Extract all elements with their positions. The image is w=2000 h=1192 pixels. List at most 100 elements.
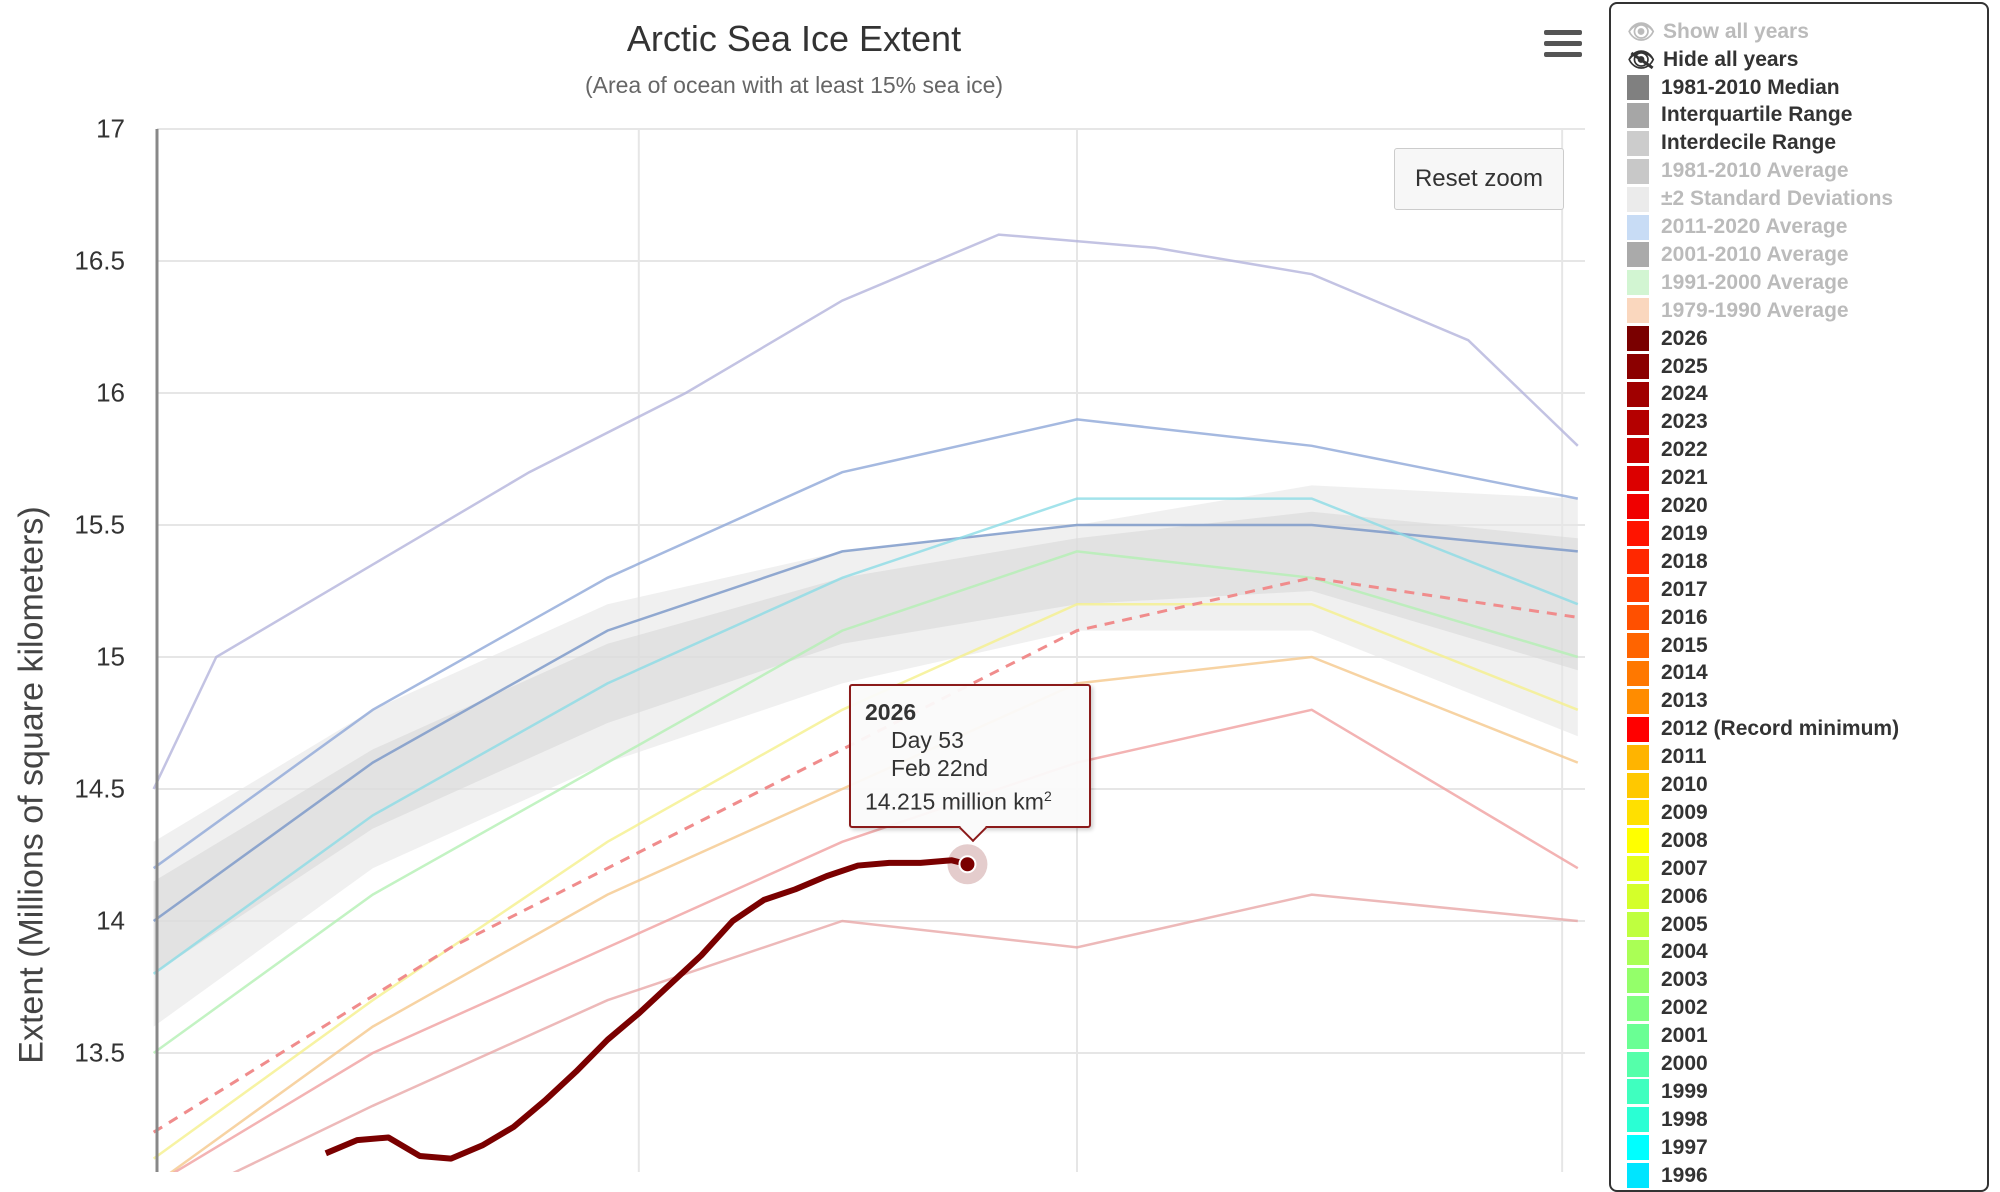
legend-item[interactable]: 1991-2000 Average <box>1627 269 1849 296</box>
legend-label: 2001-2010 Average <box>1661 242 1849 266</box>
legend-item[interactable]: 2015 <box>1627 632 1708 659</box>
legend-label: 1991-2000 Average <box>1661 270 1849 294</box>
legend-label: 2018 <box>1661 549 1708 573</box>
year-series-line <box>172 708 1579 1172</box>
legend-swatch <box>1627 130 1649 156</box>
y-tick-label: 16 <box>96 377 125 408</box>
legend-item[interactable]: 1997 <box>1627 1134 1708 1161</box>
legend-item[interactable]: 1981-2010 Average <box>1627 158 1849 185</box>
legend-label: 1997 <box>1661 1135 1708 1159</box>
legend-item[interactable]: 2024 <box>1627 381 1708 408</box>
legend-label: 2017 <box>1661 577 1708 601</box>
legend-item[interactable]: 1981-2010 Median <box>1627 74 1840 101</box>
legend-swatch <box>1627 912 1649 937</box>
legend-item[interactable]: 2000 <box>1627 1051 1708 1078</box>
legend-label: 1979-1990 Average <box>1661 298 1849 322</box>
legend-swatch <box>1627 828 1649 854</box>
legend-swatch <box>1627 158 1649 184</box>
legend-item[interactable]: 2011 <box>1627 744 1707 771</box>
legend-label: 2015 <box>1661 633 1708 657</box>
legend-label: 2019 <box>1661 521 1708 545</box>
legend-item[interactable]: 2006 <box>1627 883 1708 910</box>
legend-label: 2002 <box>1661 996 1708 1020</box>
legend-item[interactable]: 1996 <box>1627 1162 1708 1189</box>
tooltip-day: Day 53 <box>891 727 964 753</box>
legend-item[interactable]: 1999 <box>1627 1078 1708 1105</box>
legend-swatch <box>1627 409 1649 435</box>
legend-item[interactable]: 2021 <box>1627 465 1708 492</box>
legend-item[interactable]: 2013 <box>1627 688 1708 715</box>
legend-item[interactable]: 2010 <box>1627 772 1708 799</box>
legend-swatch <box>1627 270 1649 296</box>
legend-label: 2024 <box>1661 382 1708 406</box>
legend-item[interactable]: 2016 <box>1627 604 1708 631</box>
eye-icon: 👁 <box>1627 18 1655 44</box>
hamburger-menu-icon[interactable] <box>1544 30 1582 62</box>
tooltip-year: 2026 <box>865 699 917 725</box>
range-band <box>153 485 1578 1027</box>
tooltip: 2026 Day 53 Feb 22nd 14.215 million km2 <box>849 684 1091 828</box>
legend-item[interactable]: ±2 Standard Deviations <box>1627 186 1893 213</box>
legend-label: 2001 <box>1661 1024 1708 1048</box>
chart-plot-area[interactable] <box>0 0 1600 1172</box>
legend-swatch <box>1627 939 1649 965</box>
data-point-marker <box>958 855 977 874</box>
year-series-line <box>169 655 1579 1172</box>
legend-swatch <box>1627 102 1649 128</box>
legend-item[interactable]: 1998 <box>1627 1106 1708 1133</box>
legend-label: 2025 <box>1661 354 1708 378</box>
legend-item[interactable]: Interquartile Range <box>1627 102 1852 129</box>
legend-item[interactable]: 2001-2010 Average <box>1627 241 1849 268</box>
legend: 👁 Show all years 👁 Hide all years 1981-2… <box>1609 2 1989 1192</box>
y-tick-label: 17 <box>96 113 125 144</box>
legend-item[interactable]: 2017 <box>1627 576 1708 603</box>
year-series-line <box>152 523 1578 923</box>
legend-item[interactable]: 2009 <box>1627 799 1708 826</box>
legend-label: ±2 Standard Deviations <box>1661 187 1894 211</box>
legend-item[interactable]: 2001 <box>1627 1023 1708 1050</box>
legend-swatch <box>1627 1107 1649 1133</box>
legend-item[interactable]: 2019 <box>1627 520 1708 547</box>
legend-item[interactable]: 2012 (Record minimum) <box>1627 716 1899 743</box>
legend-label: 2006 <box>1661 884 1708 908</box>
legend-label: 2022 <box>1661 438 1708 462</box>
legend-swatch <box>1627 688 1649 714</box>
legend-label: 2014 <box>1661 661 1708 685</box>
legend-item[interactable]: 2005 <box>1627 911 1708 938</box>
legend-label: Interquartile Range <box>1661 103 1853 127</box>
y-tick-label: 15.5 <box>74 509 125 540</box>
show-all-years-button[interactable]: 👁 Show all years <box>1627 18 1809 45</box>
year-series-line <box>152 497 1579 975</box>
legend-label: Interdecile Range <box>1661 131 1837 155</box>
legend-swatch <box>1627 577 1649 603</box>
legend-label: 2000 <box>1661 1052 1708 1075</box>
legend-item[interactable]: 2025 <box>1627 353 1708 380</box>
record-minimum-line <box>152 576 1579 1134</box>
legend-item[interactable]: 2020 <box>1627 493 1708 520</box>
legend-label: 2026 <box>1661 326 1708 350</box>
legend-swatch <box>1627 214 1649 240</box>
legend-item[interactable]: 2002 <box>1627 995 1708 1022</box>
legend-item[interactable]: 1979-1990 Average <box>1627 297 1849 324</box>
legend-item[interactable]: Interdecile Range <box>1627 130 1836 157</box>
legend-item[interactable]: 2007 <box>1627 855 1708 882</box>
reset-zoom-button[interactable]: Reset zoom <box>1394 148 1564 210</box>
legend-item[interactable]: 2003 <box>1627 967 1708 994</box>
legend-swatch <box>1627 800 1649 826</box>
legend-item[interactable]: 2014 <box>1627 660 1708 687</box>
y-tick-label: 15 <box>96 641 125 672</box>
legend-label: 2010 <box>1661 773 1708 796</box>
hide-all-years-button[interactable]: 👁 Hide all years <box>1627 46 1798 73</box>
legend-swatch <box>1627 437 1649 463</box>
legend-swatch <box>1627 326 1649 352</box>
legend-item[interactable]: 2018 <box>1627 548 1708 575</box>
legend-item[interactable]: 2022 <box>1627 437 1708 464</box>
legend-item[interactable]: 2023 <box>1627 409 1708 436</box>
legend-label: 2011 <box>1661 745 1707 769</box>
legend-item[interactable]: 2004 <box>1627 939 1708 966</box>
legend-item[interactable]: 2026 <box>1627 325 1708 352</box>
legend-swatch <box>1627 354 1649 379</box>
legend-swatch <box>1627 186 1649 212</box>
legend-item[interactable]: 2008 <box>1627 827 1708 854</box>
legend-item[interactable]: 2011-2020 Average <box>1627 214 1847 241</box>
